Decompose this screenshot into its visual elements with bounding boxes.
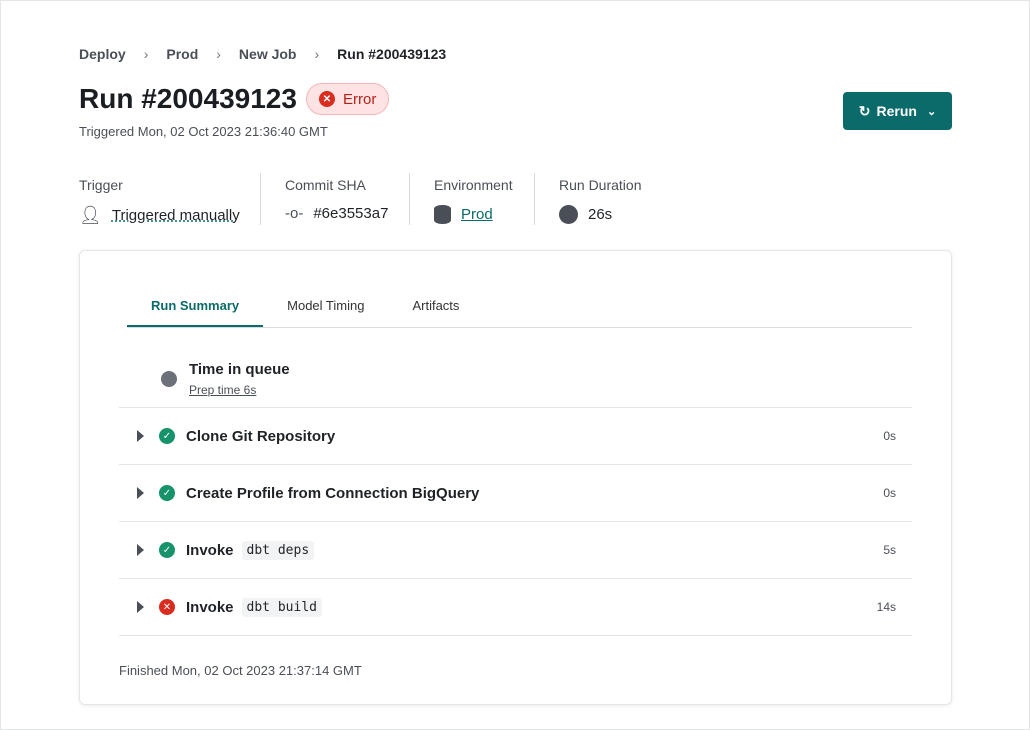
refresh-icon: ↻ xyxy=(858,102,871,119)
meta-environment: Environment Prod xyxy=(434,177,513,224)
meta-label: Commit SHA xyxy=(285,177,366,193)
clock-icon xyxy=(161,371,177,387)
run-card xyxy=(79,250,952,705)
meta-label: Trigger xyxy=(79,177,123,193)
step-label: Invoke xyxy=(186,598,234,616)
tab-artifacts[interactable]: Artifacts xyxy=(412,298,460,313)
expand-icon[interactable] xyxy=(137,487,144,499)
chevron-right-icon: › xyxy=(314,46,320,62)
step-command: dbt build xyxy=(241,597,322,617)
chevron-right-icon: › xyxy=(216,46,221,62)
chevron-right-icon: › xyxy=(143,46,149,62)
step-name: Clone Git Repository xyxy=(186,428,335,445)
status-label: Error xyxy=(343,90,377,108)
step-duration: 5s xyxy=(883,543,896,557)
step-row[interactable]: ✓ Clone Git Repository 0s xyxy=(119,408,912,465)
step-duration: 0s xyxy=(883,429,896,443)
meta-label: Run Duration xyxy=(559,177,642,193)
step-label: Invoke xyxy=(186,541,234,559)
trigger-value: Triggered manually xyxy=(111,207,240,224)
breadcrumb-current: Run #200439123 xyxy=(337,46,447,62)
user-icon: 👤︎ xyxy=(79,205,102,225)
prep-time-link[interactable]: Prep time 6s xyxy=(189,383,257,397)
status-badge: ✕ Error xyxy=(306,83,390,115)
divider xyxy=(260,173,261,225)
expand-icon[interactable] xyxy=(137,544,144,556)
step-duration: 14s xyxy=(876,600,896,614)
tab-model-timing[interactable]: Model Timing xyxy=(287,298,365,313)
step-row[interactable]: ✕ Invoke dbt build 14s xyxy=(119,579,912,636)
database-icon xyxy=(434,205,451,224)
breadcrumb-job[interactable]: New Job xyxy=(238,46,297,62)
step-name: Invoke dbt build xyxy=(186,597,322,617)
duration-value: 26s xyxy=(588,206,613,223)
check-icon: ✓ xyxy=(159,428,175,444)
error-icon: ✕ xyxy=(319,91,335,107)
queue-row: Time in queue Prep time 6s xyxy=(119,351,912,408)
expand-icon[interactable] xyxy=(137,430,144,442)
step-label: Clone Git Repository xyxy=(186,427,336,445)
meta-trigger: Trigger 👤︎ Triggered manually xyxy=(79,177,240,226)
commit-value: #6e3553a7 xyxy=(313,205,389,222)
breadcrumb-prod[interactable]: Prod xyxy=(166,46,199,62)
divider xyxy=(534,173,535,225)
divider xyxy=(409,173,410,225)
step-row[interactable]: ✓ Invoke dbt deps 5s xyxy=(119,522,912,579)
error-icon: ✕ xyxy=(159,599,175,615)
step-name: Create Profile from Connection BigQuery xyxy=(186,485,479,502)
check-icon: ✓ xyxy=(159,542,175,558)
finished-time: Finished Mon, 02 Oct 2023 21:37:14 GMT xyxy=(119,663,362,678)
tab-run-summary[interactable]: Run Summary xyxy=(127,287,264,327)
meta-commit: Commit SHA -o- #6e3553a7 xyxy=(285,177,388,222)
chevron-down-icon: ⌄ xyxy=(926,105,937,118)
rerun-button[interactable]: ↻ Rerun ⌄ xyxy=(843,92,952,130)
page-title: Run #200439123 xyxy=(79,83,297,114)
meta-label: Environment xyxy=(434,177,513,193)
commit-icon: -o- xyxy=(285,205,304,222)
expand-icon[interactable] xyxy=(137,601,144,613)
queue-title: Time in queue xyxy=(189,361,290,378)
check-icon: ✓ xyxy=(159,485,175,501)
breadcrumb: Deploy › Prod › New Job › Run #200439123 xyxy=(79,46,446,62)
environment-link[interactable]: Prod xyxy=(461,206,493,223)
triggered-time: Triggered Mon, 02 Oct 2023 21:36:40 GMT xyxy=(79,124,328,139)
clock-icon xyxy=(559,205,578,224)
tabs: Run Summary Model Timing Artifacts xyxy=(127,287,912,328)
meta-duration: Run Duration 26s xyxy=(559,177,642,224)
step-duration: 0s xyxy=(883,486,896,500)
breadcrumb-deploy[interactable]: Deploy xyxy=(79,46,126,62)
step-row[interactable]: ✓ Create Profile from Connection BigQuer… xyxy=(119,465,912,522)
step-label: Create Profile from Connection BigQuery xyxy=(186,484,480,502)
step-name: Invoke dbt deps xyxy=(186,540,315,560)
step-command: dbt deps xyxy=(241,540,315,560)
rerun-label: Rerun xyxy=(876,103,917,119)
